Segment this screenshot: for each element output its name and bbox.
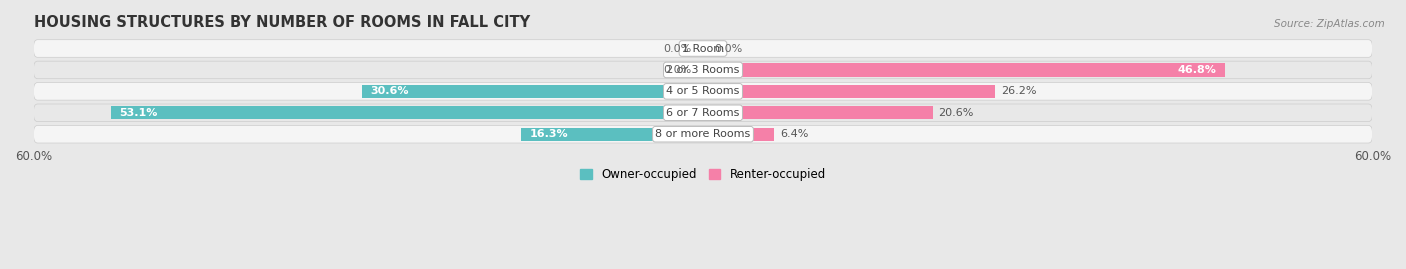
Text: Source: ZipAtlas.com: Source: ZipAtlas.com bbox=[1274, 19, 1385, 29]
FancyBboxPatch shape bbox=[34, 40, 1372, 57]
Text: 46.8%: 46.8% bbox=[1177, 65, 1216, 75]
Text: 30.6%: 30.6% bbox=[371, 86, 409, 96]
Text: 1 Room: 1 Room bbox=[682, 44, 724, 54]
Bar bbox=[522, 128, 703, 141]
Text: 2 or 3 Rooms: 2 or 3 Rooms bbox=[666, 65, 740, 75]
Bar bbox=[703, 106, 932, 119]
Text: 16.3%: 16.3% bbox=[530, 129, 568, 139]
Text: 0.0%: 0.0% bbox=[664, 65, 692, 75]
Text: 26.2%: 26.2% bbox=[1001, 86, 1036, 96]
FancyBboxPatch shape bbox=[34, 83, 1372, 100]
FancyBboxPatch shape bbox=[34, 61, 1372, 79]
Bar bbox=[361, 85, 703, 98]
Text: 20.6%: 20.6% bbox=[938, 108, 974, 118]
Text: 4 or 5 Rooms: 4 or 5 Rooms bbox=[666, 86, 740, 96]
Bar bbox=[703, 85, 995, 98]
Text: 8 or more Rooms: 8 or more Rooms bbox=[655, 129, 751, 139]
Text: 53.1%: 53.1% bbox=[120, 108, 157, 118]
FancyBboxPatch shape bbox=[34, 104, 1372, 122]
Legend: Owner-occupied, Renter-occupied: Owner-occupied, Renter-occupied bbox=[575, 164, 831, 186]
Bar bbox=[703, 63, 1225, 77]
Text: 6.4%: 6.4% bbox=[780, 129, 808, 139]
Bar bbox=[703, 128, 775, 141]
Text: HOUSING STRUCTURES BY NUMBER OF ROOMS IN FALL CITY: HOUSING STRUCTURES BY NUMBER OF ROOMS IN… bbox=[34, 15, 530, 30]
Text: 6 or 7 Rooms: 6 or 7 Rooms bbox=[666, 108, 740, 118]
Text: 0.0%: 0.0% bbox=[714, 44, 742, 54]
FancyBboxPatch shape bbox=[34, 125, 1372, 143]
Text: 0.0%: 0.0% bbox=[664, 44, 692, 54]
Bar bbox=[111, 106, 703, 119]
